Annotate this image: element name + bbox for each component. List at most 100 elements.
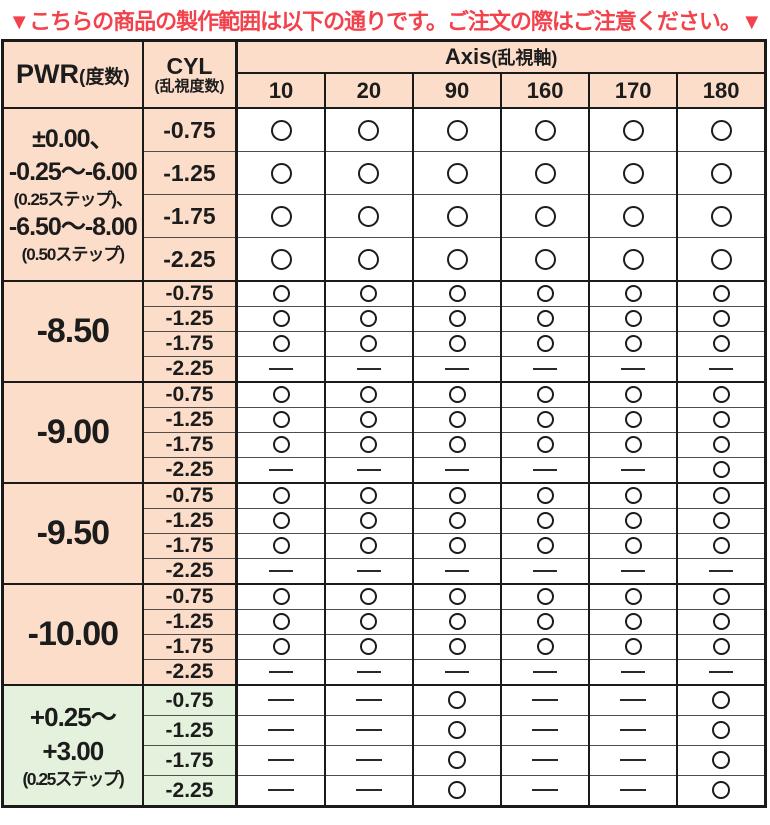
availability-cell [500,407,590,433]
availability-cell [235,194,325,238]
cyl-value-cell: -0.75 [141,381,237,408]
availability-cell [323,745,413,776]
available-circle-icon [272,386,290,404]
cyl-value-cell: -2.25 [141,775,237,807]
unavailable-dash-icon [356,367,381,370]
unavailable-dash-icon [533,468,558,471]
available-circle-icon [448,781,466,800]
availability-cell [411,715,502,746]
available-circle-icon [360,411,378,429]
pwr-group-label: -10.00 [2,583,143,685]
cyl-value-cell: -0.75 [141,684,237,716]
unavailable-dash-icon [709,670,734,673]
available-circle-icon [448,436,466,454]
available-circle-icon [710,119,732,141]
availability-cell [323,457,413,483]
available-circle-icon [622,162,644,184]
availability-cell [588,194,678,238]
availability-cell [588,715,678,746]
unavailable-dash-icon [533,569,558,572]
availability-cell [500,280,590,307]
available-circle-icon [624,487,642,505]
cyl-value-cell: -1.25 [141,609,237,635]
availability-cell [500,151,590,195]
available-circle-icon [448,487,466,505]
available-circle-icon [536,386,554,404]
axis-value-header: 90 [411,73,502,108]
available-circle-icon [622,248,644,270]
availability-cell [235,280,325,307]
availability-cell [676,482,766,509]
availability-cell [676,237,766,281]
availability-cell [500,659,590,685]
availability-cell [676,745,766,776]
available-circle-icon [712,310,730,328]
availability-cell [500,194,590,238]
availability-cell [323,381,413,408]
available-circle-icon [624,335,642,353]
available-circle-icon [448,721,466,740]
available-circle-icon [272,537,290,555]
available-circle-icon [270,248,292,270]
available-circle-icon [534,248,556,270]
availability-cell [235,583,325,610]
availability-cell [588,237,678,281]
available-circle-icon [534,162,556,184]
availability-cell [323,775,413,807]
pwr-column-header: PWR(度数) [2,40,143,108]
availability-cell [588,107,678,152]
availability-cell [235,151,325,195]
availability-cell [588,533,678,559]
availability-cell [323,659,413,685]
availability-cell [588,745,678,776]
available-circle-icon [358,205,380,227]
cyl-value-cell: -0.75 [141,280,237,307]
cyl-value-cell: -2.25 [141,659,237,685]
availability-cell [323,533,413,559]
availability-cell [676,715,766,746]
table-row: -1.25 [3,151,766,195]
available-circle-icon [448,537,466,555]
availability-cell [323,194,413,238]
available-circle-icon [448,335,466,353]
available-circle-icon [272,411,290,429]
unavailable-dash-icon [709,367,734,370]
available-circle-icon [624,411,642,429]
availability-cell [235,508,325,534]
available-circle-icon [360,335,378,353]
available-circle-icon [712,386,730,404]
cyl-value-cell: -1.25 [141,508,237,534]
availability-cell [323,407,413,433]
available-circle-icon [536,335,554,353]
pwr-group-label: -9.50 [2,482,143,584]
axis-value-header: 20 [323,73,413,108]
availability-cell [588,407,678,433]
available-circle-icon [448,386,466,404]
available-circle-icon [712,436,730,454]
available-circle-icon [536,613,554,631]
pwr-header-sub: (度数) [79,67,130,88]
available-circle-icon [448,411,466,429]
availability-cell [676,107,766,152]
availability-cell [500,237,590,281]
available-circle-icon [624,512,642,530]
availability-cell [235,659,325,685]
availability-cell [411,634,502,660]
notice-banner: ▼こちらの商品の製作範囲は以下の通りです。ご注文の際はご注意ください。▼ [8,8,762,34]
availability-cell [588,684,678,716]
available-circle-icon [624,638,642,656]
cyl-value-cell: -0.75 [141,482,237,509]
availability-cell [323,583,413,610]
available-circle-icon [448,285,466,303]
availability-cell [411,745,502,776]
availability-cell [235,407,325,433]
unavailable-dash-icon [621,367,646,370]
available-circle-icon [712,638,730,656]
unavailable-dash-icon [445,367,469,370]
availability-cell [323,715,413,746]
cyl-value-cell: -1.75 [141,331,237,357]
availability-cell [588,356,678,382]
availability-cell [588,508,678,534]
table-row: -10.00 -0.75 [2,583,766,685]
available-circle-icon [536,588,554,606]
